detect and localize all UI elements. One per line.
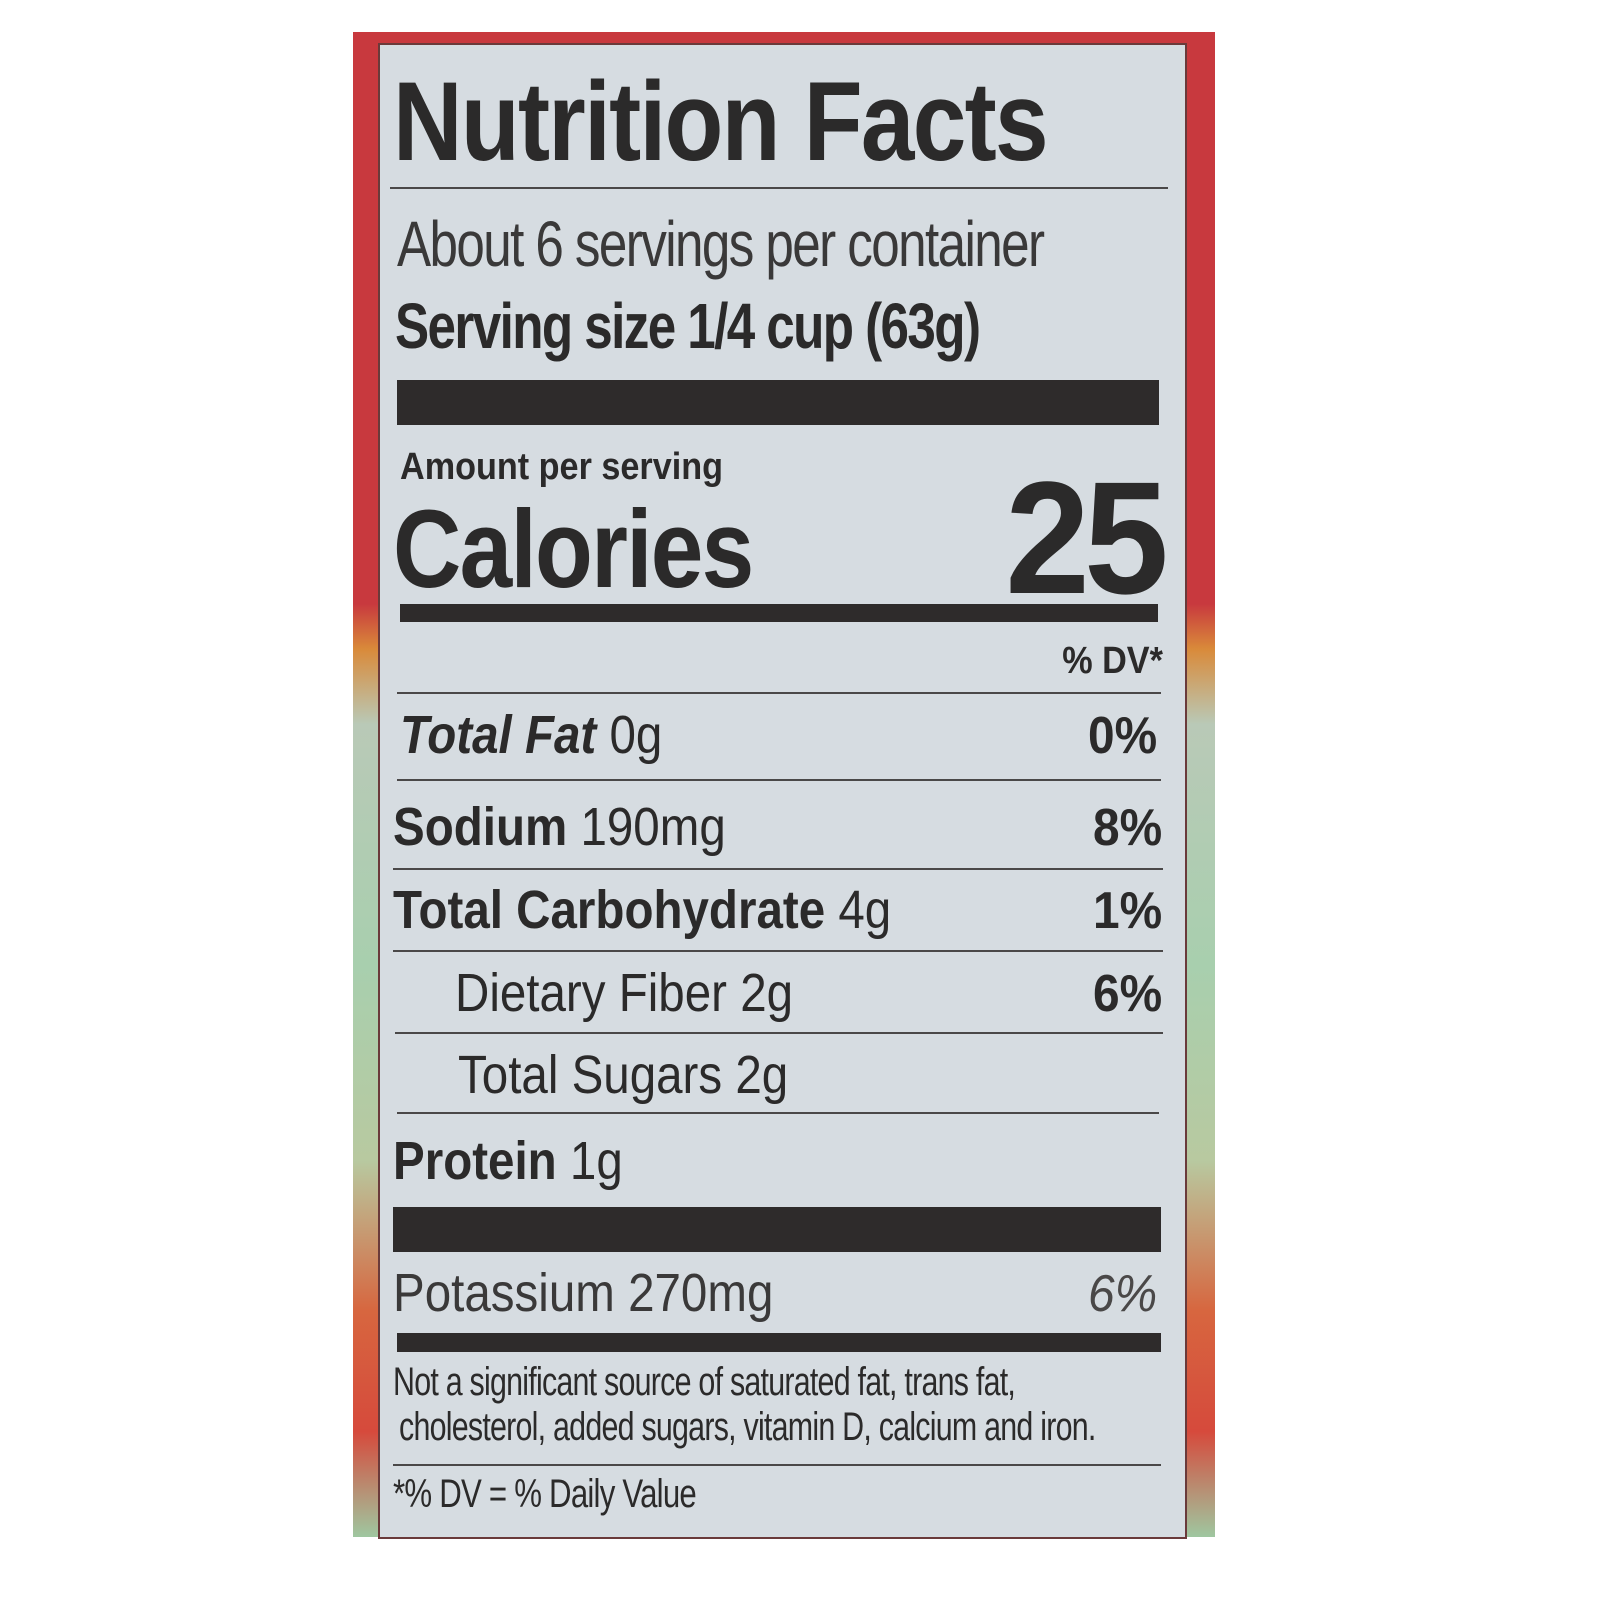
- medium-divider: [400, 604, 1158, 622]
- label-title: Nutrition Facts: [393, 59, 1049, 184]
- nutrient-name: Total Carbohydrate: [393, 880, 826, 940]
- divider: [393, 950, 1163, 952]
- nutrient-dv: 6%: [1092, 965, 1162, 1023]
- amount-per-serving: Amount per serving: [400, 446, 724, 488]
- nutrient-row-total-sugars: Total Sugars 2g: [458, 1048, 788, 1102]
- serving-size-value: 1/4 cup (63g): [687, 290, 981, 362]
- divider: [397, 779, 1161, 781]
- medium-divider: [397, 1333, 1161, 1352]
- dv-header: % DV*: [1062, 640, 1163, 682]
- footnote-line-1: Not a significant source of saturated fa…: [393, 1360, 1016, 1404]
- divider: [390, 187, 1168, 189]
- nutrient-amount: 2g: [740, 963, 794, 1023]
- nutrient-dv: 8%: [1092, 799, 1162, 857]
- serving-size-label: Serving size: [395, 290, 676, 362]
- nutrient-name: Potassium: [393, 1263, 615, 1323]
- nutrient-name: Dietary Fiber: [455, 963, 727, 1023]
- serving-size: Serving size 1/4 cup (63g): [395, 294, 981, 358]
- nutrient-amount: 270mg: [628, 1263, 774, 1323]
- footnote-line-2: cholesterol, added sugars, vitamin D, ca…: [399, 1405, 1096, 1449]
- nutrient-amount: 2g: [735, 1045, 789, 1105]
- nutrient-name: Total Sugars: [458, 1045, 723, 1105]
- divider: [393, 868, 1163, 870]
- nutrient-dv: 6%: [1087, 1265, 1157, 1323]
- nutrient-row-protein: Protein 1g: [393, 1134, 623, 1188]
- nutrient-row-total-carbohydrate: Total Carbohydrate 4g: [393, 883, 891, 937]
- nutrient-amount: 190mg: [580, 797, 726, 857]
- nutrient-row-sodium: Sodium 190mg: [393, 800, 726, 854]
- nutrient-dv: 0%: [1087, 707, 1157, 765]
- nutrient-amount: 0g: [609, 705, 663, 765]
- nutrient-name: Protein: [393, 1131, 557, 1191]
- nutrient-row-dietary-fiber: Dietary Fiber 2g: [455, 966, 793, 1020]
- calories-label: Calories: [393, 488, 754, 611]
- nutrient-name: Total Fat: [400, 705, 597, 765]
- divider: [397, 1112, 1159, 1114]
- calories-value: 25: [1005, 448, 1168, 627]
- thick-divider: [393, 1207, 1161, 1252]
- dv-note: *% DV = % Daily Value: [393, 1472, 697, 1516]
- nutrient-row-total-fat: Total Fat 0g: [400, 708, 662, 762]
- divider: [393, 1464, 1161, 1466]
- nutrient-dv: 1%: [1092, 882, 1162, 940]
- nutrient-row-potassium: Potassium 270mg: [393, 1266, 773, 1320]
- nutrient-amount: 1g: [569, 1131, 623, 1191]
- nutrition-label-panel: [380, 45, 1185, 1537]
- divider: [397, 692, 1161, 694]
- thick-divider: [397, 380, 1159, 425]
- nutrient-amount: 4g: [838, 880, 892, 940]
- divider: [395, 1032, 1163, 1034]
- nutrient-name: Sodium: [393, 797, 568, 857]
- servings-per-container: About 6 servings per container: [397, 208, 1045, 280]
